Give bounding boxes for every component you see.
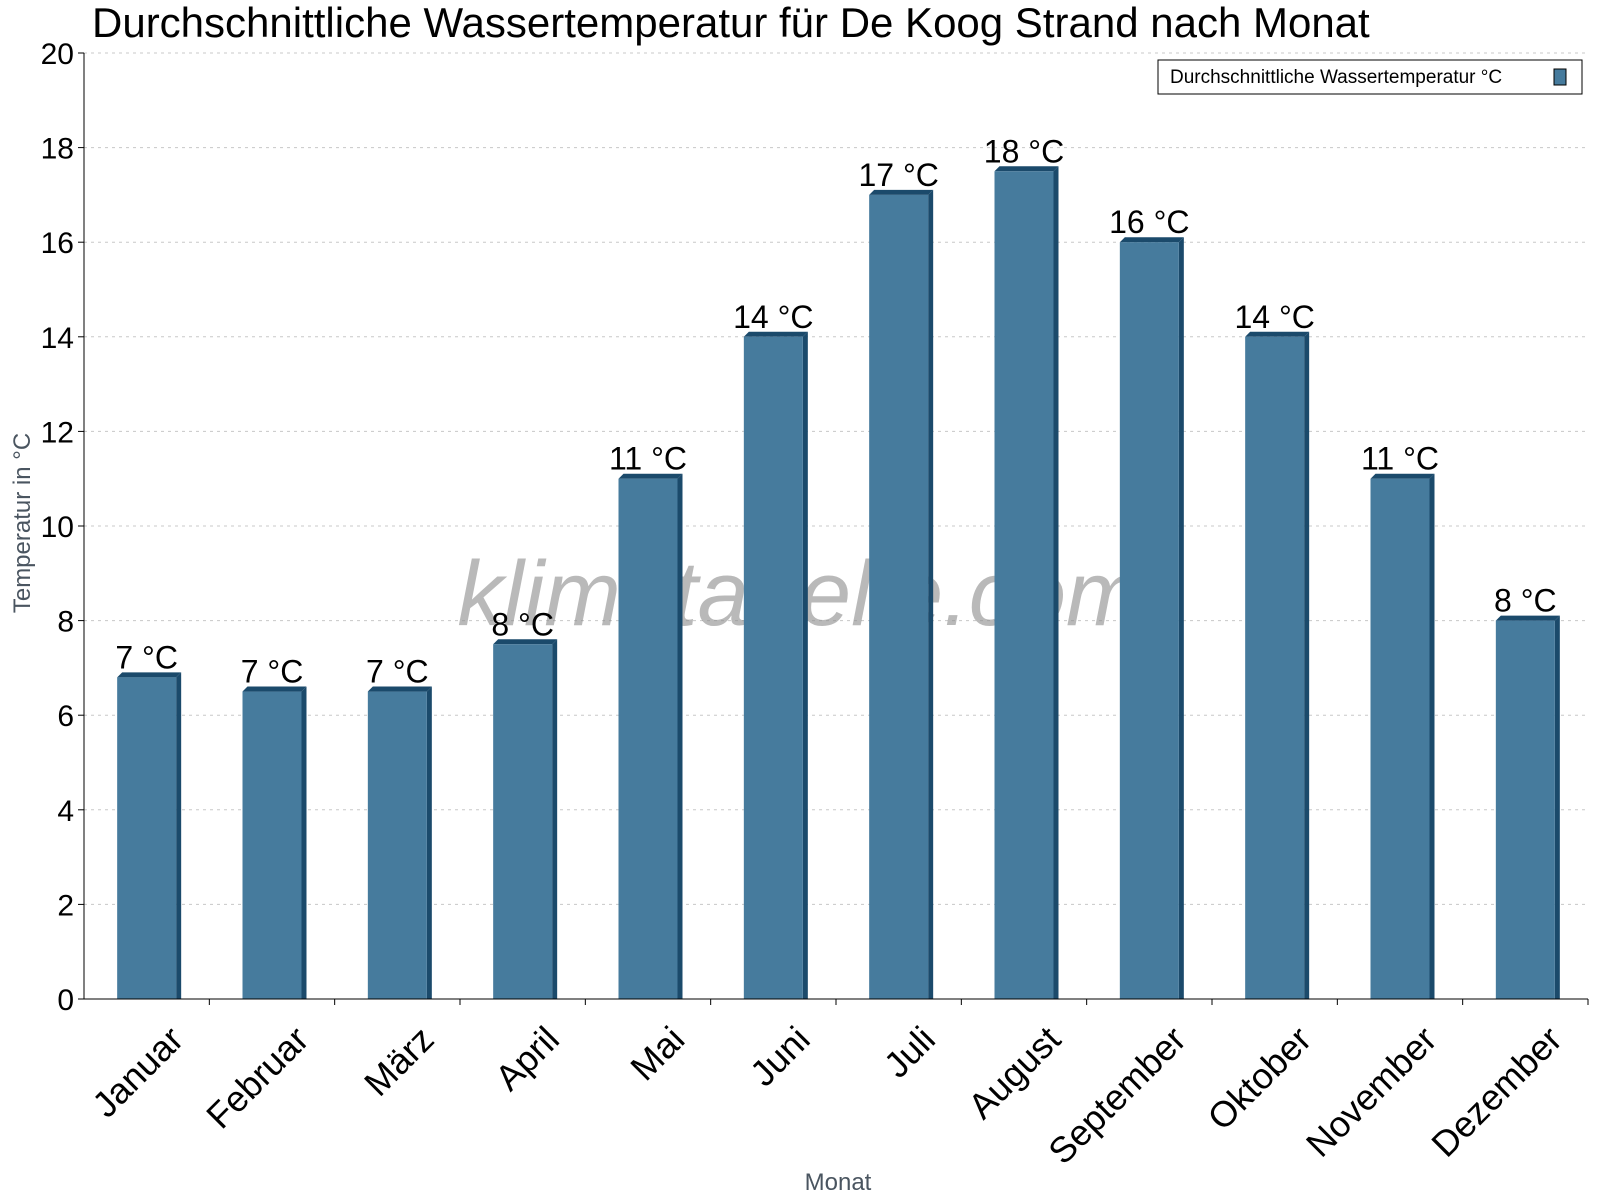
y-tick-label: 18 <box>41 133 74 166</box>
bar-juli <box>869 189 934 999</box>
bar-märz <box>367 686 432 999</box>
gridlines <box>84 52 1588 905</box>
bar-top <box>367 686 432 692</box>
value-label: 7 °C <box>115 639 178 675</box>
value-label: 7 °C <box>366 654 429 690</box>
x-tick-label: November <box>1298 1018 1444 1164</box>
y-tick-label: 0 <box>57 984 74 1017</box>
bar-side <box>1304 331 1310 999</box>
bar-top <box>1119 237 1184 243</box>
bar-side <box>1554 615 1560 999</box>
chart-title: Durchschnittliche Wassertemperatur für D… <box>92 0 1370 46</box>
value-label: 8 °C <box>1494 583 1557 619</box>
x-tick-label: Dezember <box>1423 1018 1569 1164</box>
legend: Durchschnittliche Wassertemperatur °C <box>1157 59 1583 95</box>
bar-top <box>618 473 683 479</box>
bar <box>1495 620 1555 999</box>
bar-top <box>1495 615 1560 621</box>
bar-top <box>117 672 182 678</box>
bar-top <box>869 189 934 195</box>
bars <box>117 166 1560 999</box>
y-tick-label: 10 <box>41 511 74 544</box>
x-tick-label: August <box>960 1018 1068 1126</box>
bar-september <box>1119 237 1184 999</box>
bar-januar <box>117 672 182 999</box>
bar-mai <box>618 473 683 999</box>
y-tick-labels: 0 2 4 6 8 10 12 14 16 18 20 <box>41 38 74 1017</box>
x-tick-label: Februar <box>198 1018 316 1136</box>
x-tick-label: Oktober <box>1199 1018 1319 1138</box>
y-axis-title: Temperatur in °C <box>9 433 36 613</box>
y-tick-label: 14 <box>41 322 74 355</box>
bar-side <box>426 686 432 999</box>
bar-top <box>1370 473 1435 479</box>
value-label: 16 °C <box>1109 204 1189 240</box>
bar-side <box>677 473 683 999</box>
y-tick-label: 8 <box>57 606 74 639</box>
value-labels: 7 °C 7 °C 7 °C 8 °C 11 °C 14 °C 17 °C 18 °C 16 °… <box>115 133 1556 689</box>
bar <box>618 478 678 999</box>
bar-februar <box>242 686 307 999</box>
bar-side <box>301 686 307 999</box>
bar-juni <box>743 331 808 999</box>
bar-top <box>493 639 558 645</box>
x-tick-label: September <box>1040 1018 1194 1172</box>
bar <box>869 194 929 999</box>
y-tick-label: 20 <box>41 38 74 71</box>
value-label: 11 °C <box>1361 441 1439 477</box>
x-tick-labels: Januar Februar März April Mai Juni Juli AugustS… <box>84 1018 1570 1172</box>
bar-april <box>493 639 558 999</box>
legend-label: Durchschnittliche Wassertemperatur °C <box>1170 67 1502 88</box>
legend-box <box>1157 59 1583 95</box>
bar-august <box>994 166 1059 999</box>
x-tick-label: Juni <box>742 1018 818 1094</box>
bar-dezember <box>1495 615 1560 999</box>
y-tick-label: 2 <box>57 889 74 922</box>
bar-side <box>176 672 182 999</box>
bar <box>1370 478 1430 999</box>
bar <box>994 171 1054 999</box>
value-label: 17 °C <box>858 157 938 193</box>
bar <box>367 691 427 999</box>
value-label: 18 °C <box>984 133 1064 169</box>
bar-side <box>552 639 558 999</box>
value-label: 7 °C <box>241 654 304 690</box>
y-tick-label: 6 <box>57 700 74 733</box>
y-tick-label: 12 <box>41 416 74 449</box>
bar-side <box>1178 237 1184 999</box>
bar-top <box>1245 331 1310 337</box>
x-tick-label: Juli <box>876 1018 943 1085</box>
axes <box>78 52 1589 1005</box>
bar <box>117 677 177 999</box>
x-tick-label: Mai <box>622 1018 692 1088</box>
value-label: 14 °C <box>1234 299 1314 335</box>
bar <box>743 336 803 999</box>
value-label: 8 °C <box>491 606 554 642</box>
y-tick-label: 16 <box>41 227 74 260</box>
x-tick-label: März <box>356 1018 442 1104</box>
legend-swatch <box>1553 68 1567 86</box>
bar-top <box>242 686 307 692</box>
x-tick-label: April <box>487 1018 567 1098</box>
bar-side <box>802 331 808 999</box>
bar <box>493 644 553 999</box>
bar-top <box>743 331 808 337</box>
bar-top <box>994 166 1059 172</box>
bar <box>242 691 302 999</box>
bar-side <box>1053 166 1059 999</box>
x-tick-label: Januar <box>84 1018 191 1125</box>
x-axis-title: Monat <box>805 1169 872 1196</box>
bar-side <box>1429 473 1435 999</box>
value-label: 11 °C <box>609 441 687 477</box>
bar-oktober <box>1245 331 1310 999</box>
bar <box>1245 336 1305 999</box>
bar-side <box>928 189 934 999</box>
y-tick-label: 4 <box>57 795 74 828</box>
value-label: 14 °C <box>733 299 813 335</box>
bar <box>1119 242 1179 999</box>
bar-november <box>1370 473 1435 999</box>
